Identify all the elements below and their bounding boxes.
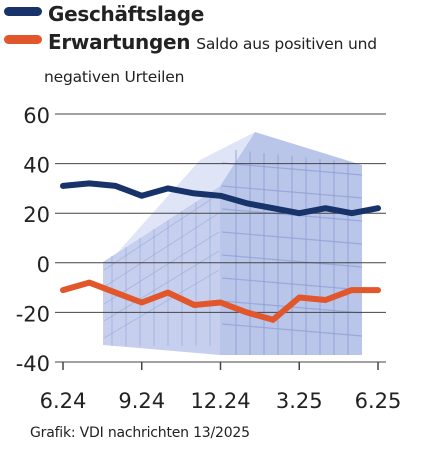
y-tick-label: 60 — [23, 104, 50, 128]
building-floor-line — [103, 193, 220, 271]
chart-note-line2: negativen Urteilen — [44, 68, 185, 86]
y-tick-label: 40 — [23, 154, 50, 178]
y-tick-label: -40 — [16, 352, 50, 376]
building-floor-line — [221, 231, 363, 245]
series-line-erwartungen — [60, 279, 381, 323]
legend-item-geschaeftslage: Geschäftslage — [4, 2, 422, 26]
y-axis-tick-labels: 60 40 20 0 -20 -40 — [16, 104, 50, 376]
legend-label-geschaeftslage: Geschäftslage — [48, 2, 204, 26]
building-illustration — [103, 132, 363, 355]
building-floor-line — [221, 162, 363, 176]
x-tick-label: 6.25 — [355, 389, 402, 413]
legend-label-erwartungen: Erwartungen — [48, 30, 191, 54]
x-axis-tick-labels: 6.24 9.24 12.24 3.25 6.25 — [40, 362, 402, 413]
legend: Geschäftslage Erwartungen Saldo aus posi… — [4, 2, 422, 54]
chart-note-line1: Saldo aus positiven und — [196, 35, 377, 53]
y-tick-label: -20 — [16, 302, 50, 326]
building-floor-line — [221, 323, 363, 337]
building-floor-line — [221, 254, 363, 268]
series-lines — [60, 180, 381, 323]
building-floor-line — [221, 185, 363, 199]
building-floor-line — [103, 231, 220, 305]
series-line-gesch-ftslage — [60, 180, 381, 217]
legend-swatch-geschaeftslage — [4, 7, 42, 16]
legend-swatch-erwartungen — [4, 35, 42, 44]
building-floor-line — [221, 208, 363, 222]
x-tick-label: 9.24 — [118, 389, 165, 413]
x-tick-label: 3.25 — [276, 389, 323, 413]
x-tick-label: 6.24 — [40, 389, 87, 413]
building-floor-line — [221, 277, 363, 291]
building-floor-line — [103, 212, 220, 288]
building-floor-line — [103, 269, 220, 339]
x-tick-label: 12.24 — [190, 389, 250, 413]
y-tick-label: 0 — [37, 253, 50, 277]
source-credit: Grafik: VDI nachrichten 13/2025 — [30, 425, 250, 441]
building-right-facade — [220, 132, 362, 355]
y-tick-label: 20 — [23, 203, 50, 227]
legend-item-erwartungen: Erwartungen Saldo aus positiven und — [4, 30, 422, 54]
